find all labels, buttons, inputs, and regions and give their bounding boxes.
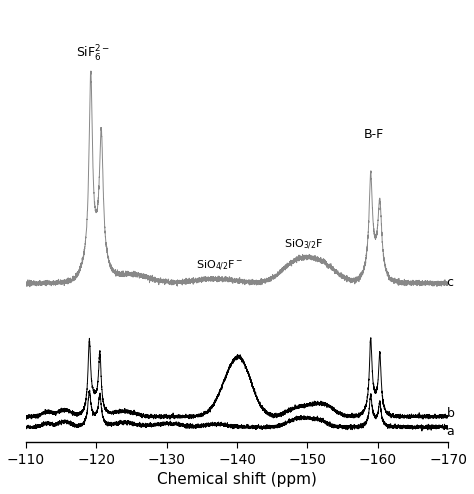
- Text: SiF$_6^{2-}$: SiF$_6^{2-}$: [76, 44, 110, 65]
- Text: SiO$_{3/2}$F: SiO$_{3/2}$F: [284, 238, 324, 252]
- Text: SiO$_{4/2}$F$^-$: SiO$_{4/2}$F$^-$: [196, 259, 243, 273]
- Text: c: c: [447, 276, 454, 288]
- Text: B-F: B-F: [364, 128, 384, 141]
- Text: b: b: [447, 407, 455, 420]
- Text: a: a: [447, 425, 455, 438]
- X-axis label: Chemical shift (ppm): Chemical shift (ppm): [157, 472, 317, 487]
